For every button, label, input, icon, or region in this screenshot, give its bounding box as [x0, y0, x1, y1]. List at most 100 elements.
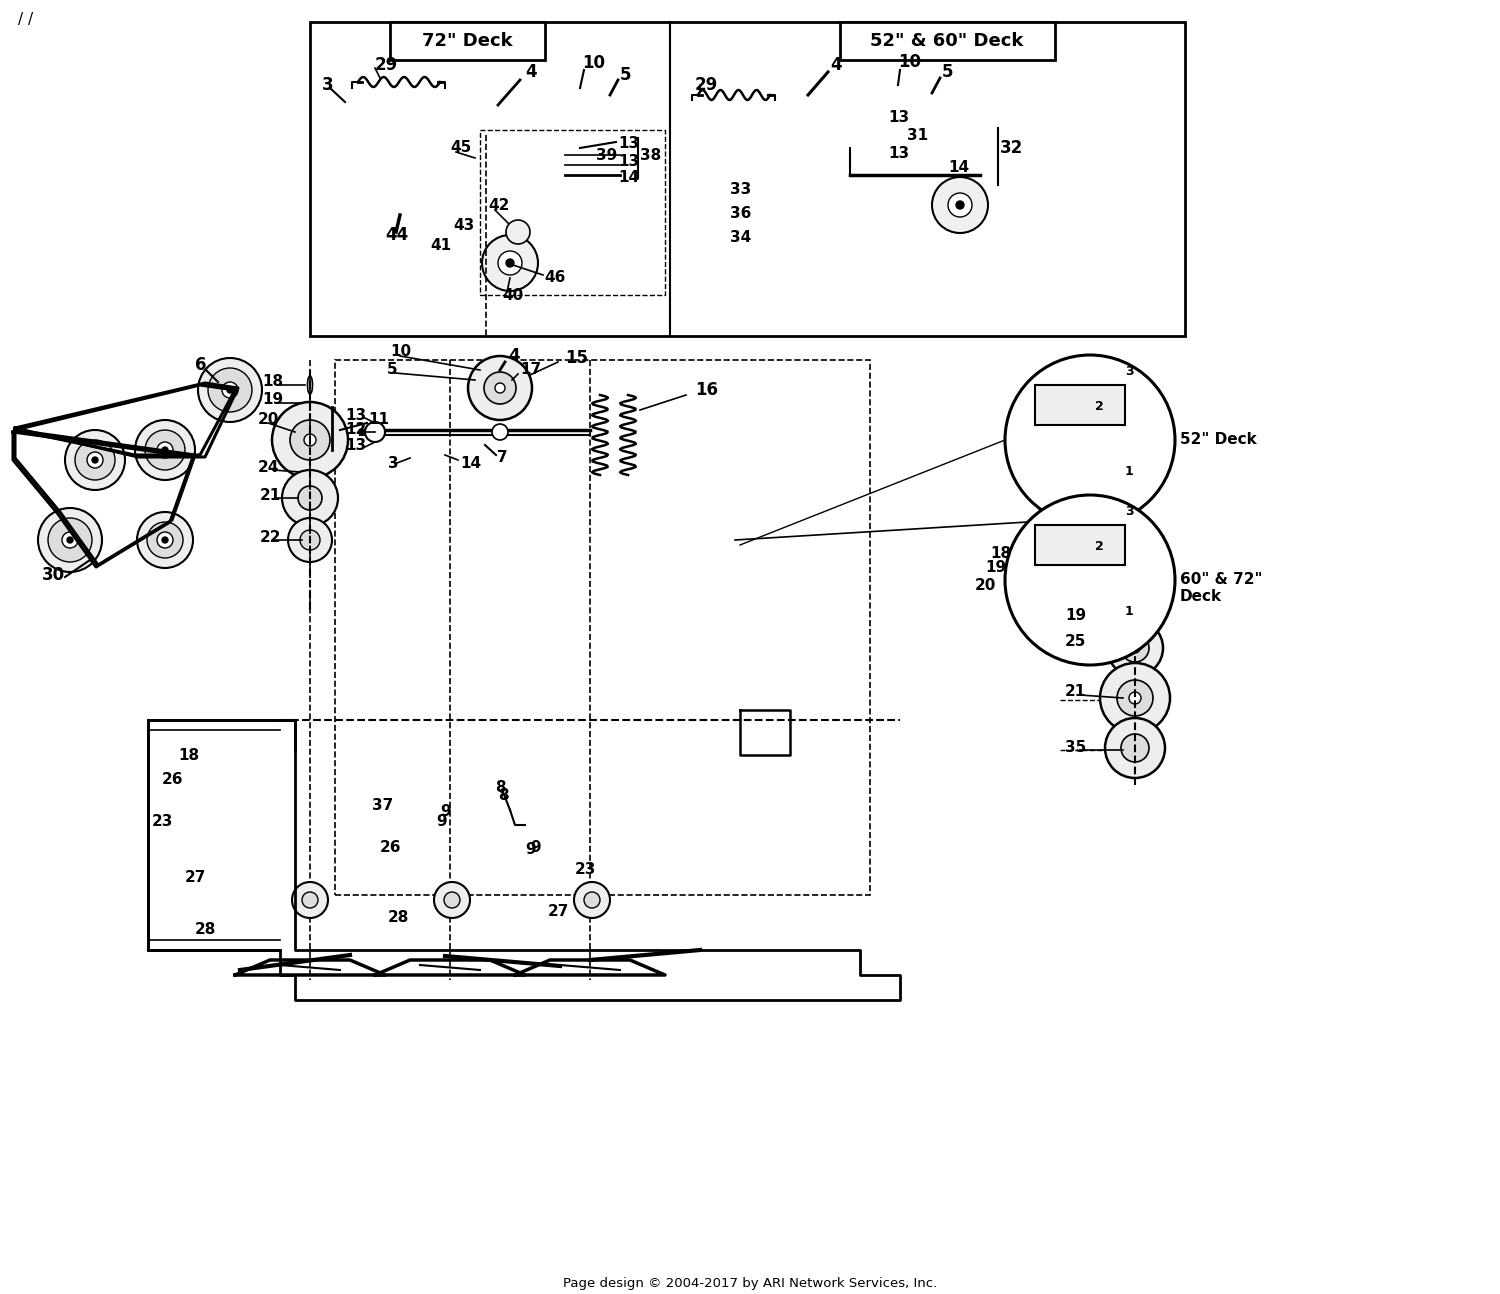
Text: 21: 21: [260, 488, 282, 502]
Circle shape: [492, 424, 508, 440]
Circle shape: [364, 422, 386, 443]
Text: 20: 20: [975, 577, 996, 593]
Bar: [1035, 386, 1125, 424]
Text: 10: 10: [390, 344, 411, 360]
Text: 40: 40: [503, 287, 524, 303]
Text: 14: 14: [618, 171, 639, 185]
Text: 52" Deck: 52" Deck: [1180, 432, 1257, 448]
Circle shape: [574, 883, 610, 917]
Text: 8: 8: [498, 788, 508, 802]
Text: 42: 42: [488, 198, 510, 212]
Bar: [1035, 525, 1125, 565]
Text: 12: 12: [345, 423, 366, 437]
Text: 72" Deck: 72" Deck: [422, 32, 513, 50]
Circle shape: [68, 537, 74, 543]
Text: 14: 14: [948, 160, 969, 176]
Circle shape: [147, 521, 183, 558]
Text: 18: 18: [262, 374, 284, 389]
Text: 13: 13: [888, 146, 909, 162]
Text: 1: 1: [1125, 606, 1134, 619]
Ellipse shape: [578, 89, 582, 94]
Text: 10: 10: [582, 54, 604, 72]
Text: 10: 10: [898, 53, 921, 71]
Text: 29: 29: [694, 76, 718, 94]
Circle shape: [222, 382, 238, 399]
Bar: [310, 22, 1185, 336]
Text: 19: 19: [1065, 607, 1086, 622]
Text: 3: 3: [322, 76, 333, 94]
Circle shape: [288, 518, 332, 562]
Bar: [840, 22, 1054, 60]
Circle shape: [468, 356, 532, 421]
Ellipse shape: [800, 96, 807, 104]
Text: 19: 19: [262, 392, 284, 408]
Text: 4: 4: [509, 347, 519, 365]
Text: 23: 23: [152, 814, 174, 829]
Text: 21: 21: [1065, 685, 1086, 700]
Text: 13: 13: [345, 408, 366, 423]
Text: 19: 19: [986, 560, 1006, 576]
Text: 2: 2: [1095, 400, 1104, 413]
Circle shape: [498, 251, 522, 276]
Text: 31: 31: [908, 128, 928, 144]
Circle shape: [1106, 718, 1166, 778]
Circle shape: [38, 509, 102, 572]
Circle shape: [932, 177, 988, 233]
Text: 13: 13: [888, 110, 909, 126]
Text: 27: 27: [184, 870, 207, 885]
Ellipse shape: [896, 88, 900, 92]
Text: 30: 30: [42, 565, 64, 584]
Text: 9: 9: [525, 842, 536, 858]
Text: 9: 9: [440, 805, 450, 819]
Text: 44: 44: [386, 226, 408, 245]
Text: 34: 34: [730, 230, 752, 246]
Circle shape: [158, 443, 172, 458]
Text: 11: 11: [368, 413, 388, 427]
Circle shape: [484, 371, 516, 404]
Circle shape: [87, 452, 104, 468]
Bar: [480, 129, 664, 295]
Text: 5: 5: [942, 63, 954, 82]
Text: 38: 38: [640, 148, 662, 163]
Text: 4: 4: [830, 56, 842, 74]
Bar: [334, 360, 870, 895]
Text: / /: / /: [18, 12, 33, 27]
Text: 41: 41: [430, 238, 451, 252]
Text: 15: 15: [566, 349, 588, 367]
Circle shape: [272, 402, 348, 477]
Text: 36: 36: [730, 206, 752, 220]
Circle shape: [956, 201, 964, 210]
Circle shape: [304, 433, 316, 446]
Circle shape: [162, 537, 168, 543]
Circle shape: [282, 470, 338, 525]
Text: 45: 45: [450, 141, 471, 155]
Circle shape: [292, 883, 328, 917]
Circle shape: [226, 387, 232, 393]
Circle shape: [162, 446, 168, 453]
Text: 35: 35: [1065, 740, 1086, 756]
Text: 46: 46: [544, 270, 566, 286]
Text: 18: 18: [990, 546, 1011, 560]
Text: 13: 13: [618, 154, 639, 170]
Circle shape: [506, 220, 530, 245]
Text: 43: 43: [453, 217, 474, 233]
Circle shape: [1118, 681, 1154, 716]
Circle shape: [300, 531, 320, 550]
Circle shape: [136, 512, 194, 568]
Text: 16: 16: [694, 380, 718, 399]
Ellipse shape: [413, 454, 419, 459]
Circle shape: [92, 457, 98, 463]
Text: 39: 39: [596, 148, 618, 163]
Circle shape: [1130, 643, 1140, 653]
Circle shape: [433, 883, 470, 917]
Circle shape: [298, 487, 322, 510]
Text: 28: 28: [388, 910, 410, 924]
Text: 9: 9: [530, 840, 540, 854]
Circle shape: [198, 358, 262, 422]
Text: 29: 29: [375, 56, 399, 74]
Text: 32: 32: [1000, 138, 1023, 157]
Circle shape: [146, 430, 184, 470]
Circle shape: [584, 892, 600, 908]
Circle shape: [482, 236, 538, 291]
Ellipse shape: [398, 208, 404, 216]
